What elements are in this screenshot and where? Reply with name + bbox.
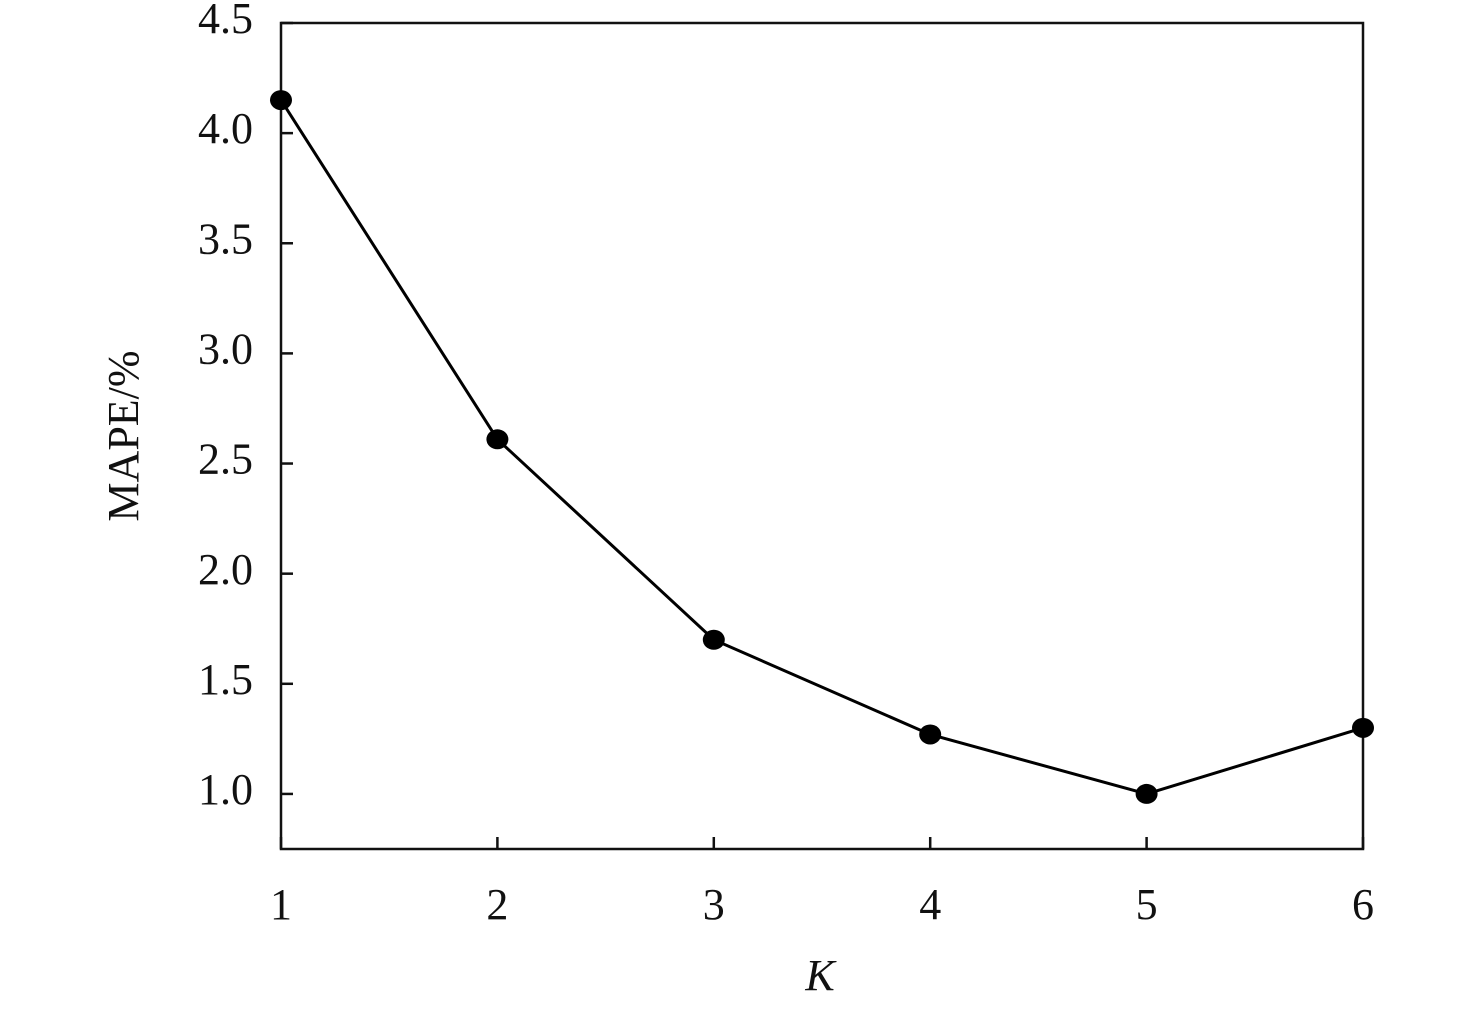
data-point (702, 629, 725, 650)
y-tick-label: 2.5 (198, 435, 253, 484)
data-point (1352, 717, 1374, 738)
x-tick-label: 3 (703, 880, 725, 929)
plot-frame (279, 21, 1365, 851)
x-tick-label: 4 (919, 880, 941, 929)
y-axis-label: MAPE/% (99, 350, 148, 521)
data-point (919, 724, 942, 745)
x-tick-label: 5 (1136, 880, 1158, 929)
x-tick-label: 1 (270, 880, 292, 929)
y-tick-label: 4.0 (198, 104, 253, 153)
y-tick-label: 3.5 (198, 214, 253, 263)
x-tick-label: 2 (486, 880, 508, 929)
y-tick-label: 1.0 (198, 765, 253, 814)
y-tick-label: 2.0 (198, 545, 253, 594)
data-point (1135, 783, 1158, 804)
y-tick-label: 4.5 (198, 0, 253, 43)
x-tick-label: 6 (1352, 880, 1374, 929)
y-tick-label: 1.5 (198, 655, 253, 704)
data-point (486, 429, 509, 450)
x-axis-label: K (804, 951, 837, 1000)
series-line (279, 99, 1364, 796)
data-point (270, 90, 292, 111)
y-tick-label: 3.0 (198, 324, 253, 373)
